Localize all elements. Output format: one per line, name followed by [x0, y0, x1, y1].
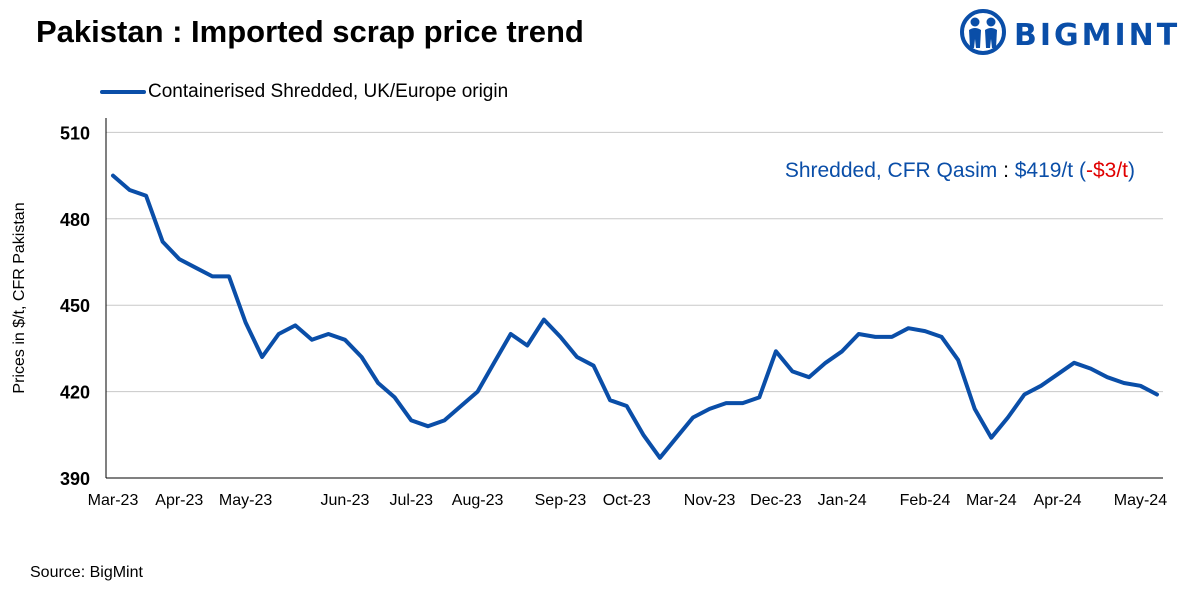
x-tick-label: Aug-23	[452, 492, 504, 509]
y-tick-label: 390	[60, 469, 90, 489]
x-tick-label: Jun-23	[321, 492, 370, 509]
annotation-change: -$3/t	[1086, 159, 1128, 182]
y-tick-label: 420	[60, 383, 90, 403]
series-line	[111, 173, 1159, 460]
price-annotation: Shredded, CFR Qasim : $419/t (-$3/t)	[785, 159, 1135, 182]
grid-lines	[106, 131, 1163, 393]
x-tick-label: Mar-23	[88, 492, 139, 509]
axes	[105, 118, 1163, 479]
bigmint-people-icon	[960, 9, 1006, 55]
x-tick-label: Apr-24	[1034, 492, 1082, 509]
x-tick-label: Apr-23	[155, 492, 203, 509]
legend-label: Containerised Shredded, UK/Europe origin	[148, 81, 509, 102]
y-tick-label: 510	[60, 123, 90, 143]
y-tick-label: 450	[60, 296, 90, 316]
x-tick-label: Jan-24	[818, 492, 867, 509]
annotation-label: Shredded, CFR Qasim	[785, 159, 997, 182]
annotation-value: $419/t	[1015, 159, 1074, 182]
bigmint-logo: BIGMINT	[960, 8, 1190, 60]
logo-text: BIGMINT	[1014, 18, 1181, 53]
x-tick-label: Sep-23	[535, 492, 587, 509]
x-tick-label: Feb-24	[900, 492, 951, 509]
legend-swatch	[100, 90, 146, 94]
x-tick-label: Oct-23	[603, 492, 651, 509]
annotation-separator: :	[997, 159, 1015, 182]
x-tick-labels: Mar-23 Apr-23 May-23 Jun-23 Jul-23 Aug-23 Sep-…	[88, 492, 1168, 509]
source-note: Source: BigMint	[30, 564, 143, 581]
chart-title: Pakistan : Imported scrap price trend	[36, 14, 584, 49]
chart-legend: Containerised Shredded, UK/Europe origin	[100, 80, 508, 104]
annotation-open: (	[1073, 159, 1086, 182]
annotation-close: )	[1128, 159, 1135, 182]
y-axis-label: Prices in $/t, CFR Pakistan	[11, 202, 28, 393]
x-tick-label: Dec-23	[750, 492, 802, 509]
x-tick-label: May-24	[1114, 492, 1167, 509]
x-tick-label: Nov-23	[684, 492, 736, 509]
x-tick-label: Mar-24	[966, 492, 1017, 509]
series-layer	[111, 173, 1159, 460]
x-tick-label: May-23	[219, 492, 272, 509]
y-tick-labels: 390 420 450 480 510	[60, 123, 90, 489]
y-tick-label: 480	[60, 210, 90, 230]
x-tick-label: Jul-23	[389, 492, 433, 509]
